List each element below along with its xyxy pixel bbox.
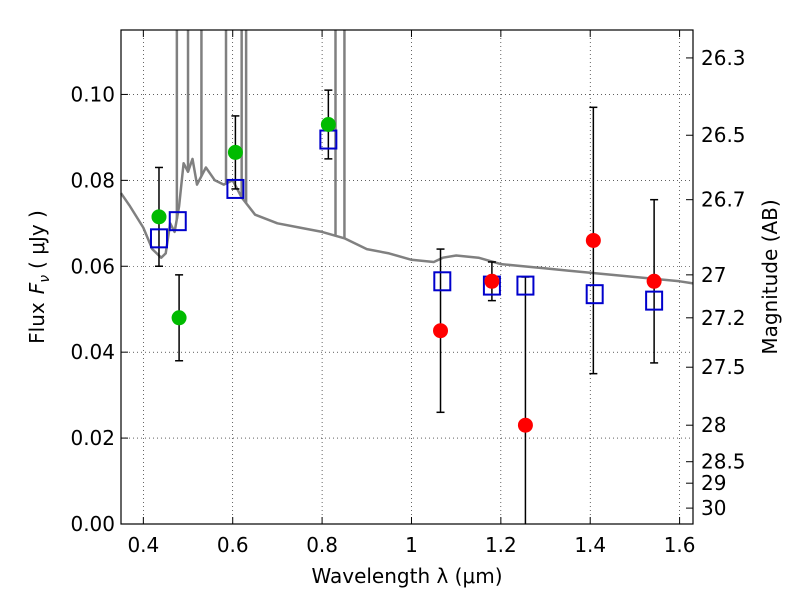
- x-tick-label: 1.4: [574, 533, 606, 557]
- model-photometry-box: [226, 178, 245, 199]
- right-tick-label: 27: [701, 263, 726, 287]
- observed-point-red: [433, 323, 449, 339]
- y-axis-label-left: Flux Fν ( μJy ): [25, 210, 53, 344]
- observed-point-red: [585, 232, 601, 248]
- y-tick-label: 0.08: [70, 168, 115, 192]
- sed-model-layer: [119, 30, 694, 285]
- y-tick-label: 0.10: [70, 82, 115, 106]
- y-tick-label: 0.04: [70, 340, 115, 364]
- x-tick-label: 1.2: [485, 533, 517, 557]
- observed-point-red: [517, 417, 533, 433]
- plot-frame: [120, 29, 694, 525]
- axis-ticks: 0.4 0.6 0.8 1 1.2 1.4 1.6 0.00 0.02 0.04 0.06 0.08 0…: [70, 30, 746, 557]
- right-tick-label: 26.5: [701, 123, 746, 147]
- right-tick-label: 30: [701, 496, 726, 520]
- y-tick-label: 0.00: [70, 512, 115, 536]
- y-axis-label-var: F: [25, 282, 49, 294]
- y-axis-label-unit: ( μJy ): [25, 210, 49, 269]
- right-tick-label: 28: [701, 413, 726, 437]
- observed-point-red: [646, 273, 662, 289]
- y-axis-label-prefix: Flux: [25, 302, 49, 344]
- x-tick-label: 0.4: [127, 533, 159, 557]
- model-photometry-box: [168, 211, 187, 232]
- x-tick-label: 1: [405, 533, 418, 557]
- y-axis-label-sub: ν: [37, 275, 53, 283]
- y-axis-label-right: Magnitude (AB): [758, 199, 782, 354]
- model-photometry-layer: [149, 129, 664, 311]
- y-tick-label: 0.02: [70, 426, 115, 450]
- observed-point-green: [320, 117, 336, 133]
- right-tick-label: 29: [701, 471, 726, 495]
- x-axis-label: Wavelength λ (μm): [311, 564, 502, 588]
- right-tick-label: 26.7: [701, 188, 746, 212]
- x-tick-label: 0.6: [217, 533, 249, 557]
- observed-point-red: [484, 273, 500, 289]
- right-tick-label: 28.5: [701, 450, 746, 474]
- model-photometry-box: [516, 275, 535, 296]
- x-tick-label: 0.8: [306, 533, 338, 557]
- x-tick-label: 1.6: [664, 533, 696, 557]
- observed-point-green: [151, 209, 167, 225]
- model-photometry-box: [585, 284, 604, 305]
- model-photometry-box: [433, 271, 452, 292]
- right-tick-label: 26.3: [701, 46, 746, 70]
- model-photometry-box: [645, 290, 664, 311]
- sed-model-curve: [119, 157, 694, 285]
- right-tick-label: 27.2: [701, 306, 746, 330]
- y-tick-label: 0.06: [70, 254, 115, 278]
- right-tick-label: 27.5: [701, 355, 746, 379]
- observed-point-green: [171, 310, 187, 326]
- observed-points-layer: [151, 117, 662, 433]
- model-photometry-box: [149, 228, 168, 249]
- observed-point-green: [227, 144, 243, 160]
